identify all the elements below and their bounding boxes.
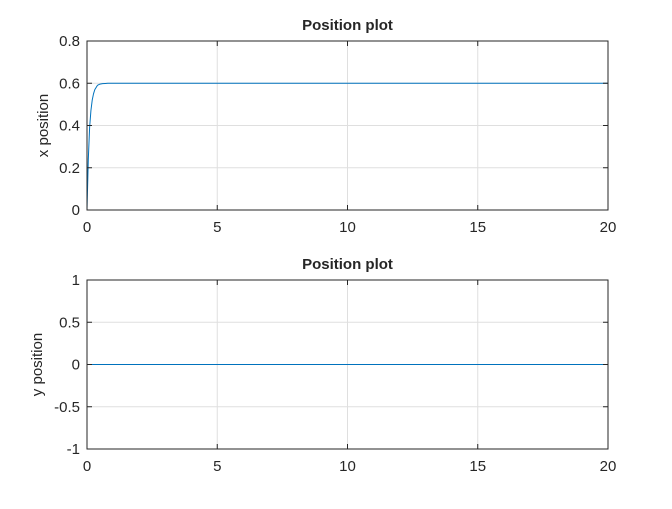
x-tick-label: 0 bbox=[83, 219, 91, 236]
y-tick-label: 0 bbox=[72, 202, 80, 219]
x-tick-label: 20 bbox=[600, 219, 617, 236]
data-series bbox=[86, 82, 608, 211]
y-tick-label: 0.8 bbox=[59, 33, 80, 50]
tick-marks bbox=[86, 40, 609, 211]
y-axis-label: y position bbox=[29, 333, 46, 396]
chart-title: Position plot bbox=[302, 17, 393, 34]
x-tick-label: 10 bbox=[339, 219, 356, 236]
x-tick-labels: 0 5 10 15 20 bbox=[83, 458, 617, 475]
y-tick-label: 0 bbox=[72, 357, 80, 374]
y-tick-label: -1 bbox=[67, 441, 80, 458]
y-axis-label: x position bbox=[35, 94, 52, 157]
y-tick-label: 1 bbox=[72, 272, 80, 289]
subplot-y-position: 0 5 10 15 20 -1 -0.5 0 0.5 1 Position plot y pos… bbox=[29, 256, 616, 475]
y-tick-label: -0.5 bbox=[54, 399, 80, 416]
y-tick-label: 0.6 bbox=[59, 75, 80, 92]
tick-marks bbox=[86, 279, 609, 450]
chart-title: Position plot bbox=[302, 256, 393, 273]
y-tick-label: 0.5 bbox=[59, 314, 80, 331]
y-tick-label: 0.4 bbox=[59, 118, 80, 135]
x-tick-label: 15 bbox=[469, 458, 486, 475]
x-tick-labels: 0 5 10 15 20 bbox=[83, 219, 617, 236]
x-tick-label: 15 bbox=[469, 219, 486, 236]
y-tick-label: 0.2 bbox=[59, 160, 80, 177]
x-tick-label: 10 bbox=[339, 458, 356, 475]
y-tick-labels: -1 -0.5 0 0.5 1 bbox=[54, 272, 80, 458]
x-tick-label: 5 bbox=[213, 458, 221, 475]
series-line bbox=[86, 82, 608, 211]
x-tick-label: 5 bbox=[213, 219, 221, 236]
subplot-x-position: 0 5 10 15 20 0 0.2 0.4 0.6 0.8 Position plot x p… bbox=[35, 17, 616, 236]
x-tick-label: 20 bbox=[600, 458, 617, 475]
x-tick-label: 0 bbox=[83, 458, 91, 475]
y-tick-labels: 0 0.2 0.4 0.6 0.8 bbox=[59, 33, 80, 219]
